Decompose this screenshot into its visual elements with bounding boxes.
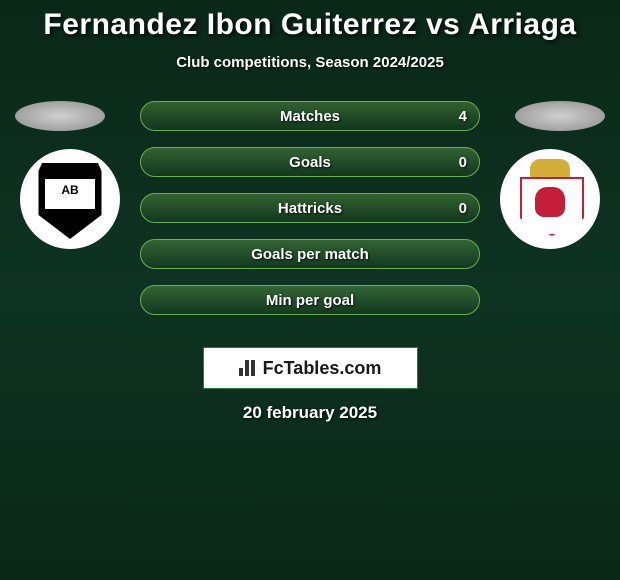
albacete-shield-icon xyxy=(35,159,105,239)
stat-row-hattricks: Hattricks 0 xyxy=(140,193,480,223)
stat-row-goals-per-match: Goals per match xyxy=(140,239,480,269)
stat-label: Goals per match xyxy=(251,246,369,263)
brand-name: FcTables.com xyxy=(263,358,382,379)
club-badge-left xyxy=(20,149,120,249)
player-left-placeholder xyxy=(15,101,105,131)
footer-date: 20 february 2025 xyxy=(0,403,620,423)
stat-value-right: 0 xyxy=(459,200,467,217)
stat-label: Min per goal xyxy=(266,292,354,309)
stat-row-goals: Goals 0 xyxy=(140,147,480,177)
page-subtitle: Club competitions, Season 2024/2025 xyxy=(0,54,620,71)
stats-container: Matches 4 Goals 0 Hattricks 0 Goals per … xyxy=(140,101,480,331)
stat-row-matches: Matches 4 xyxy=(140,101,480,131)
brand-logo-box: FcTables.com xyxy=(203,347,418,389)
stat-label: Matches xyxy=(280,108,340,125)
club-badge-right xyxy=(500,149,600,249)
zaragoza-shield-icon xyxy=(515,159,585,239)
player-right-placeholder xyxy=(515,101,605,131)
stat-row-min-per-goal: Min per goal xyxy=(140,285,480,315)
lion-icon xyxy=(535,187,565,217)
stat-label: Goals xyxy=(289,154,331,171)
stat-value-right: 0 xyxy=(459,154,467,171)
stat-value-right: 4 xyxy=(459,108,467,125)
page-title: Fernandez Ibon Guiterrez vs Arriaga xyxy=(0,0,620,42)
stat-label: Hattricks xyxy=(278,200,342,217)
comparison-area: Matches 4 Goals 0 Hattricks 0 Goals per … xyxy=(0,101,620,341)
chart-icon xyxy=(239,360,259,376)
brand-logo: FcTables.com xyxy=(239,358,382,379)
